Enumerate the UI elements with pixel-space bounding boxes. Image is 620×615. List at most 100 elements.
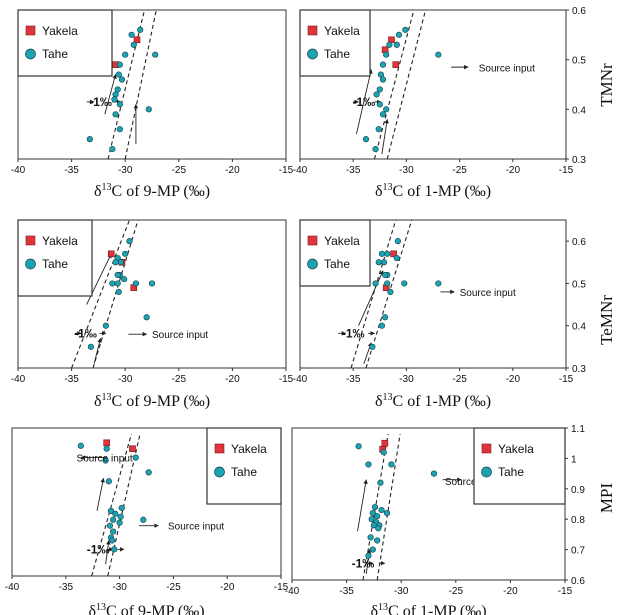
y-tick-label: 1.1 xyxy=(571,424,585,435)
tahe-point xyxy=(378,322,386,329)
x-tick-label: -25 xyxy=(172,165,187,176)
legend: Yakela Tahe xyxy=(473,427,566,505)
yakela-point xyxy=(133,36,141,44)
yakela-legend-icon xyxy=(307,235,318,246)
x-tick-label: -35 xyxy=(64,374,79,385)
x-tick-label: -25 xyxy=(452,165,467,176)
tahe-point xyxy=(367,534,374,541)
tahe-point xyxy=(380,449,387,456)
y-axis-label-tmnr: TMNr xyxy=(597,63,616,107)
tahe-point xyxy=(383,106,390,113)
tahe-point xyxy=(77,442,84,449)
legend-label-tahe: Tahe xyxy=(324,47,350,61)
dashed-trend-line xyxy=(71,219,131,369)
legend-box xyxy=(17,219,93,297)
tahe-point xyxy=(109,280,116,287)
tahe-point xyxy=(393,41,400,48)
tahe-point xyxy=(140,516,147,523)
tahe-point xyxy=(116,101,123,108)
tahe-point xyxy=(382,271,389,279)
x-tick-label: -20 xyxy=(506,165,521,176)
chart-panel-5: -40 -35 -30 -25 -20 -15 δ13C of 9-MP (‰) Source… xyxy=(5,427,289,615)
y-axis-label-temnr: TeMNr xyxy=(597,295,616,345)
x-axis-label: δ13C of 1-MP (‰) xyxy=(370,602,486,615)
tahe-legend-icon xyxy=(25,258,36,270)
x-tick-label: -30 xyxy=(399,374,414,385)
tahe-point xyxy=(377,479,384,486)
y-tick-label: 0.5 xyxy=(572,56,586,67)
annotation-source-input: Source input xyxy=(168,522,224,533)
tahe-point xyxy=(370,522,378,529)
chart-panel-2: -40 -35 -30 -25 -20 -15 0.6 0.5 0.4 0.3 δ13C of 1-… xyxy=(293,6,587,200)
arrow xyxy=(358,270,384,326)
y-tick-label: 0.7 xyxy=(571,546,585,557)
annotation-minus-1-permil: -1‰ xyxy=(87,542,110,556)
x-tick-label: -40 xyxy=(293,165,308,176)
x-tick-label: -20 xyxy=(225,374,240,385)
tahe-point xyxy=(378,506,385,514)
tahe-point xyxy=(110,528,117,535)
x-tick-label: -40 xyxy=(11,165,26,176)
yakela-point xyxy=(381,439,389,447)
plot-frame xyxy=(17,9,287,160)
chart-panel-6: -40 -35 -30 -25 -20 -15 1.1 1 0.9 0.8 0.7 0.6 δ13C o… xyxy=(285,424,586,615)
tahe-point xyxy=(365,461,372,468)
tahe-point xyxy=(375,126,382,133)
tahe-point xyxy=(128,31,135,38)
legend-label-yakela: Yakela xyxy=(231,442,267,456)
legend: Yakela Tahe xyxy=(17,219,93,297)
legend-box xyxy=(206,427,282,505)
x-axis-label: δ13C of 1-MP (‰) xyxy=(375,182,491,200)
tahe-point xyxy=(383,510,391,517)
x-tick-label: -15 xyxy=(558,586,573,597)
tahe-point xyxy=(375,525,382,532)
yakela-point xyxy=(390,250,397,258)
tahe-point xyxy=(394,238,401,245)
x-axis-label: δ13C of 1-MP (‰) xyxy=(375,392,491,410)
tahe-point xyxy=(116,519,123,526)
tahe-point xyxy=(372,280,379,287)
tahe-point xyxy=(387,288,394,295)
arrow xyxy=(96,477,105,511)
arrow xyxy=(104,74,117,115)
y-tick-label: 0.3 xyxy=(572,364,586,375)
tahe-point xyxy=(109,145,116,153)
tahe-point xyxy=(382,314,389,321)
tahe-legend-icon xyxy=(25,48,36,60)
annotation-minus-1-permil: -1‰ xyxy=(74,326,97,340)
tahe-point xyxy=(112,510,119,517)
tahe-point xyxy=(115,71,122,78)
dashed-trend-line xyxy=(350,219,397,369)
legend: Yakela Tahe xyxy=(299,9,371,77)
tahe-point xyxy=(86,136,93,143)
legend: Yakela Tahe xyxy=(17,9,113,77)
tahe-point xyxy=(122,51,129,58)
tahe-legend-icon xyxy=(214,466,225,478)
dashed-trend-line xyxy=(91,433,132,577)
y-axis-label-mpi: MPI xyxy=(597,483,616,514)
y-tick-label: 0.6 xyxy=(571,576,585,587)
tahe-point xyxy=(373,91,380,98)
tahe-point xyxy=(121,276,128,283)
tahe-point xyxy=(374,537,381,544)
tahe-point xyxy=(126,238,133,245)
legend: Yakela Tahe xyxy=(206,427,282,505)
tahe-point xyxy=(111,546,118,553)
x-tick-label: -30 xyxy=(112,582,127,593)
legend-label-yakela: Yakela xyxy=(42,24,78,38)
legend-label-yakela: Yakela xyxy=(42,234,78,248)
plot-frame xyxy=(299,219,567,369)
tahe-point xyxy=(369,546,376,553)
x-axis-label: δ13C of 9-MP (‰) xyxy=(94,392,210,410)
dashed-trend-line xyxy=(373,9,415,160)
yakela-legend-icon xyxy=(25,25,36,36)
annotation-source-input: Source input xyxy=(460,288,516,299)
tahe-point xyxy=(393,254,400,262)
chart-panel-1: -40 -35 -30 -25 -20 -15 δ13C of 9-MP (‰) -1‰ Yak… xyxy=(11,9,294,200)
tahe-point xyxy=(145,106,152,113)
tahe-point xyxy=(112,259,119,266)
legend-box xyxy=(17,9,113,77)
tahe-point xyxy=(379,61,387,68)
yakela-legend-icon xyxy=(307,25,318,36)
